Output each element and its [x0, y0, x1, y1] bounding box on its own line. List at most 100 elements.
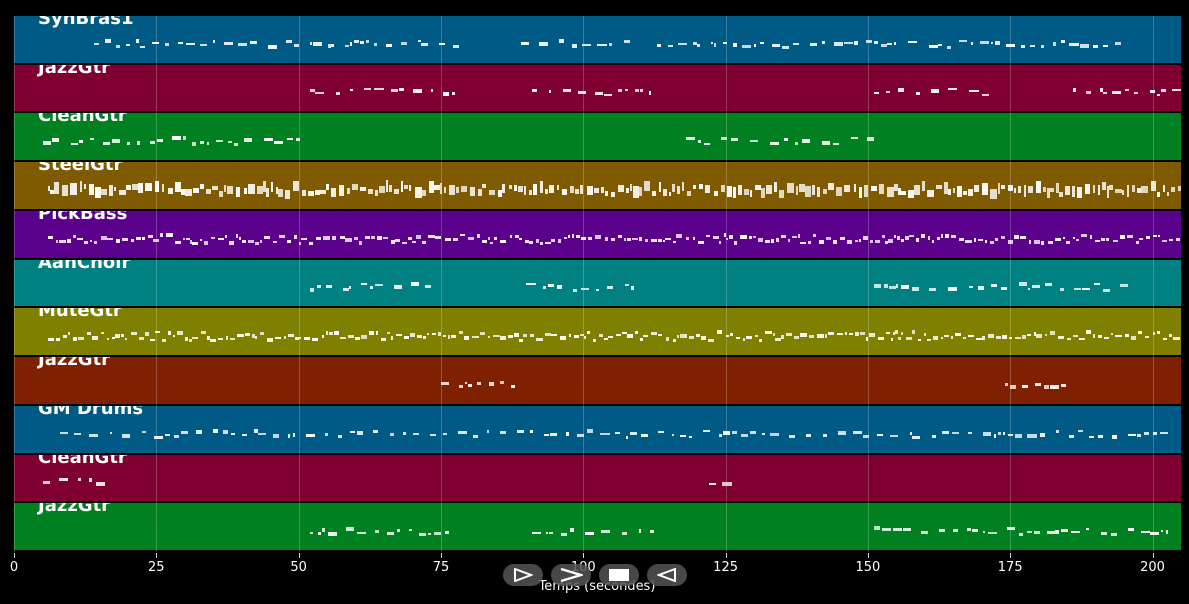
- note: [459, 234, 465, 236]
- stop-button[interactable]: [599, 564, 639, 586]
- track-lane[interactable]: SteelGtr: [14, 162, 1181, 209]
- rewind-button[interactable]: [647, 564, 687, 586]
- note: [199, 183, 205, 189]
- note: [69, 183, 77, 195]
- note: [489, 382, 495, 386]
- track-lane[interactable]: JazzGtr: [14, 65, 1181, 111]
- note: [951, 335, 954, 339]
- note: [865, 337, 868, 341]
- note: [251, 334, 255, 338]
- note: [772, 43, 780, 47]
- note: [587, 236, 592, 240]
- note: [223, 41, 233, 45]
- note: [749, 140, 759, 142]
- note: [248, 184, 255, 194]
- note: [1071, 531, 1080, 533]
- track-lane[interactable]: JazzGtr: [14, 503, 1181, 550]
- note: [901, 238, 904, 242]
- track-lane[interactable]: CleanGtr: [14, 455, 1181, 501]
- note: [702, 430, 710, 432]
- note: [723, 42, 728, 44]
- note: [1032, 284, 1040, 288]
- note: [189, 240, 192, 244]
- note: [605, 190, 608, 196]
- note: [137, 141, 140, 145]
- track-lane[interactable]: SynBras1: [14, 16, 1181, 63]
- note: [887, 239, 893, 243]
- note: [597, 44, 607, 46]
- note: [1072, 88, 1076, 92]
- note: [461, 186, 467, 192]
- note: [679, 334, 687, 338]
- note: [741, 44, 751, 48]
- grid-line: [583, 16, 585, 552]
- note: [781, 234, 786, 238]
- track-lane[interactable]: JazzGtr: [14, 357, 1181, 404]
- note: [524, 185, 527, 195]
- x-tick-label: 0: [9, 560, 19, 575]
- note: [548, 185, 554, 193]
- note: [1098, 185, 1101, 195]
- note: [1131, 184, 1136, 192]
- note: [668, 45, 674, 47]
- note: [514, 234, 519, 238]
- note: [145, 183, 152, 191]
- note: [915, 91, 920, 95]
- note: [58, 239, 66, 243]
- note: [548, 532, 553, 534]
- note: [594, 187, 600, 193]
- note: [73, 234, 77, 238]
- note: [920, 530, 928, 534]
- track-lane[interactable]: AahChoir: [14, 260, 1181, 306]
- note: [982, 336, 986, 340]
- note: [1045, 282, 1052, 286]
- note: [182, 238, 186, 240]
- note: [53, 182, 59, 194]
- track-lane[interactable]: CleanGtr: [14, 113, 1181, 160]
- note: [834, 42, 844, 46]
- note: [1059, 287, 1064, 291]
- fast-forward-button[interactable]: [551, 564, 591, 586]
- note: [119, 189, 126, 195]
- note: [936, 236, 940, 240]
- note: [968, 335, 974, 337]
- note: [349, 431, 355, 433]
- note: [153, 238, 159, 242]
- note: [931, 434, 936, 438]
- note: [993, 434, 997, 438]
- track-lane[interactable]: PickBass: [14, 211, 1181, 258]
- note: [902, 527, 912, 531]
- note: [55, 239, 58, 243]
- note: [228, 241, 235, 245]
- note: [1027, 185, 1033, 193]
- note: [360, 283, 368, 285]
- note: [793, 43, 800, 45]
- note: [1119, 283, 1128, 287]
- note: [507, 334, 514, 338]
- note: [998, 431, 1001, 435]
- note: [723, 431, 731, 435]
- note: [990, 42, 994, 44]
- note: [923, 332, 926, 336]
- note: [912, 435, 921, 439]
- note: [1084, 184, 1091, 194]
- note: [418, 40, 421, 42]
- note: [174, 434, 180, 438]
- note: [593, 338, 596, 342]
- note: [776, 238, 779, 242]
- note: [936, 185, 942, 189]
- track-lane[interactable]: GM Drums: [14, 406, 1181, 453]
- piano-roll[interactable]: SynBras1 JazzGtr CleanGtr SteelGtr PickBass A…: [14, 16, 1181, 552]
- note: [781, 335, 784, 339]
- note: [152, 42, 160, 44]
- note: [1112, 90, 1121, 94]
- note: [50, 190, 54, 194]
- note: [998, 182, 1001, 194]
- play-button[interactable]: [503, 564, 543, 586]
- note: [781, 45, 790, 49]
- track-lane[interactable]: MuteGtr: [14, 308, 1181, 355]
- note: [1040, 241, 1045, 245]
- note: [193, 187, 200, 193]
- note: [950, 234, 956, 238]
- note: [1019, 532, 1023, 536]
